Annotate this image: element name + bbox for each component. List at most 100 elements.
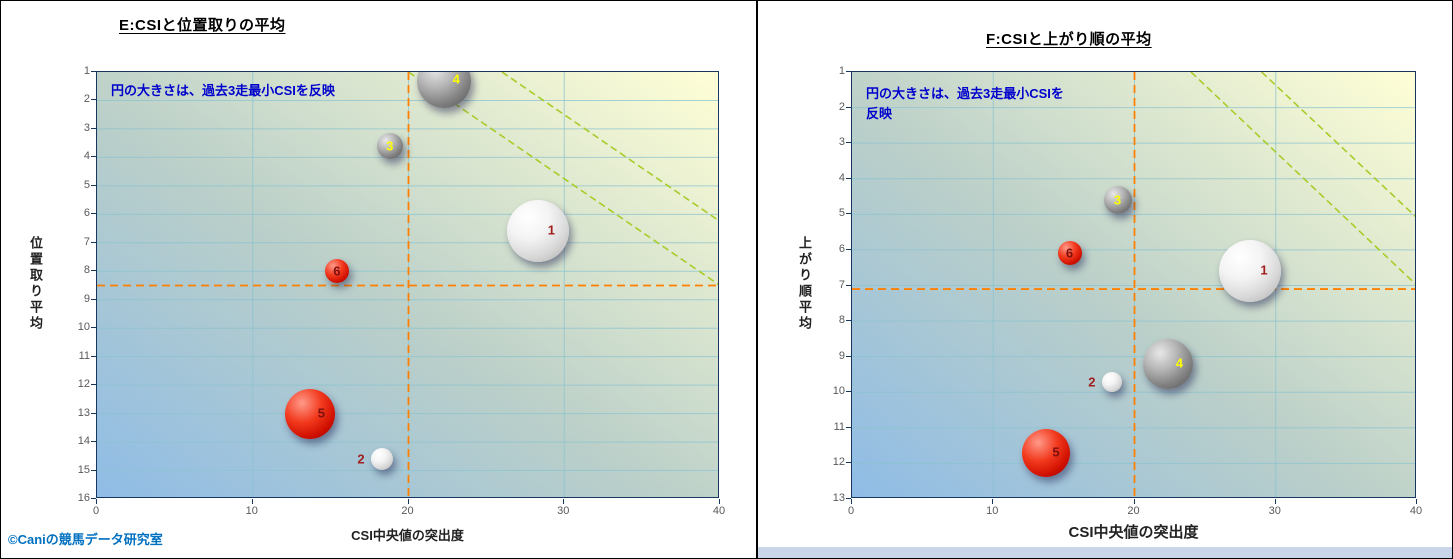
bubble-horse-3: 3 bbox=[376, 133, 403, 159]
bubble-label: 4 bbox=[1175, 355, 1184, 371]
y-tick-mark bbox=[91, 498, 96, 499]
bubble-horse-5: 5 bbox=[285, 388, 336, 439]
x-axis-title: CSI中央値の突出度 bbox=[351, 528, 464, 543]
y-tick-label: 6 bbox=[838, 242, 845, 255]
y-tick-mark bbox=[91, 241, 96, 243]
y-tick-mark bbox=[846, 177, 851, 179]
bubble-label: 5 bbox=[317, 405, 325, 421]
y-tick-label: 8 bbox=[83, 264, 90, 277]
y-tick-label: 10 bbox=[832, 385, 845, 398]
y-tick-mark bbox=[846, 106, 851, 108]
y-tick-label: 4 bbox=[838, 171, 845, 184]
y-tick-mark bbox=[846, 426, 851, 428]
y-tick-mark bbox=[846, 71, 851, 72]
x-tick-mark bbox=[96, 499, 97, 504]
x-tick-mark bbox=[851, 499, 852, 504]
y-tick-mark bbox=[846, 391, 851, 393]
y-tick-label: 8 bbox=[838, 314, 845, 327]
y-tick-label: 5 bbox=[838, 207, 845, 220]
y-tick-mark bbox=[846, 498, 851, 499]
y-tick-label: 13 bbox=[832, 492, 845, 504]
y-tick-label: 1 bbox=[83, 65, 90, 77]
bubble-label: 1 bbox=[547, 222, 556, 238]
bubble-label: 3 bbox=[1113, 192, 1122, 208]
diagonal-guide-line bbox=[501, 72, 718, 222]
bubble-horse-6: 6 bbox=[324, 259, 349, 284]
y-tick-label: 11 bbox=[833, 420, 845, 433]
y-tick-label: 6 bbox=[83, 207, 90, 220]
bubble-horse-2: 2 bbox=[357, 448, 394, 471]
x-tick-label: 20 bbox=[1127, 505, 1140, 517]
y-tick-label: 14 bbox=[77, 435, 90, 448]
y-tick-mark bbox=[846, 320, 851, 322]
bubble-label: 6 bbox=[1065, 245, 1074, 261]
chart-title-e: E:CSIと位置取りの平均 bbox=[119, 17, 286, 34]
plot-area-e: 円の大きさは、過去3走最小CSIを反映 1 4 5 3 6 2 bbox=[96, 71, 719, 498]
y-tick-label: 1 bbox=[838, 65, 845, 77]
plot-lines-svg bbox=[97, 72, 718, 497]
y-tick-label: 12 bbox=[832, 456, 845, 469]
plot-lines-svg bbox=[852, 72, 1415, 497]
diagonal-guide-line bbox=[1261, 72, 1415, 218]
y-tick-label: 2 bbox=[838, 100, 845, 113]
bubble-label: 6 bbox=[333, 263, 341, 279]
y-tick-mark bbox=[91, 298, 96, 300]
bubble-size-note: 円の大きさは、過去3走最小CSIを反映 bbox=[866, 86, 1064, 121]
x-tick-label: 0 bbox=[847, 505, 855, 517]
y-tick-label: 2 bbox=[83, 93, 90, 106]
y-tick-mark bbox=[91, 213, 96, 215]
y-tick-mark bbox=[91, 327, 96, 329]
y-tick-mark bbox=[91, 441, 96, 443]
chart-title-f: F:CSIと上がり順の平均 bbox=[986, 31, 1152, 48]
y-tick-label: 10 bbox=[77, 321, 90, 334]
bubble-horse-4: 4 bbox=[1143, 338, 1194, 389]
x-tick-label: 10 bbox=[245, 505, 258, 517]
bubble-label: 1 bbox=[1260, 262, 1268, 278]
chart-panel-e: E:CSIと位置取りの平均 位置取り平均 円の大きさは、過去3走最小CSIを反映… bbox=[0, 0, 757, 559]
y-tick-mark bbox=[846, 355, 851, 357]
x-tick-label: 20 bbox=[401, 505, 414, 517]
y-tick-mark bbox=[91, 156, 96, 158]
diagonal-guide-line bbox=[408, 72, 718, 286]
y-tick-mark bbox=[91, 384, 96, 386]
y-tick-mark bbox=[91, 184, 96, 186]
y-axis-title: 位置取り平均 bbox=[28, 236, 43, 332]
x-axis-title: CSI中央値の突出度 bbox=[1068, 524, 1199, 541]
y-tick-label: 9 bbox=[83, 292, 90, 305]
x-tick-mark bbox=[251, 499, 253, 504]
x-tick-label: 10 bbox=[986, 505, 999, 517]
y-tick-label: 3 bbox=[838, 136, 845, 149]
x-tick-label: 40 bbox=[1409, 505, 1423, 517]
y-tick-label: 7 bbox=[83, 235, 90, 248]
y-tick-mark bbox=[91, 270, 96, 272]
bubble-horse-1: 1 bbox=[1219, 240, 1282, 303]
bubble-label: 4 bbox=[452, 71, 460, 87]
bubble-label: 3 bbox=[386, 138, 394, 154]
x-tick-label: 40 bbox=[712, 505, 726, 517]
x-tick-label: 30 bbox=[557, 505, 570, 517]
bubble-size-note: 円の大きさは、過去3走最小CSIを反映 bbox=[111, 83, 335, 98]
bubble-horse-3: 3 bbox=[1103, 186, 1132, 215]
y-tick-mark bbox=[846, 248, 851, 250]
y-tick-label: 3 bbox=[83, 121, 90, 134]
x-tick-mark bbox=[992, 499, 994, 504]
y-tick-mark bbox=[91, 99, 96, 101]
y-tick-mark bbox=[846, 462, 851, 464]
x-tick-mark bbox=[1416, 499, 1417, 504]
y-tick-label: 9 bbox=[838, 349, 845, 362]
y-tick-label: 4 bbox=[83, 150, 90, 163]
credit-text: ©Caniの競馬データ研究室 bbox=[8, 532, 163, 547]
plot-area-f: 円の大きさは、過去3走最小CSIを反映 1 4 5 3 6 2 bbox=[851, 71, 1416, 498]
x-tick-mark bbox=[407, 499, 409, 504]
y-tick-mark bbox=[846, 142, 851, 144]
y-tick-mark bbox=[91, 355, 96, 357]
bubble-horse-6: 6 bbox=[1057, 241, 1082, 266]
bubble-label: 2 bbox=[357, 451, 365, 467]
bottom-strip bbox=[758, 547, 1452, 558]
bubble-horse-1: 1 bbox=[506, 200, 569, 263]
x-tick-label: 30 bbox=[1268, 505, 1281, 517]
y-axis-title: 上がり順平均 bbox=[797, 236, 812, 332]
x-tick-mark bbox=[1274, 499, 1276, 504]
x-tick-mark bbox=[719, 499, 720, 504]
